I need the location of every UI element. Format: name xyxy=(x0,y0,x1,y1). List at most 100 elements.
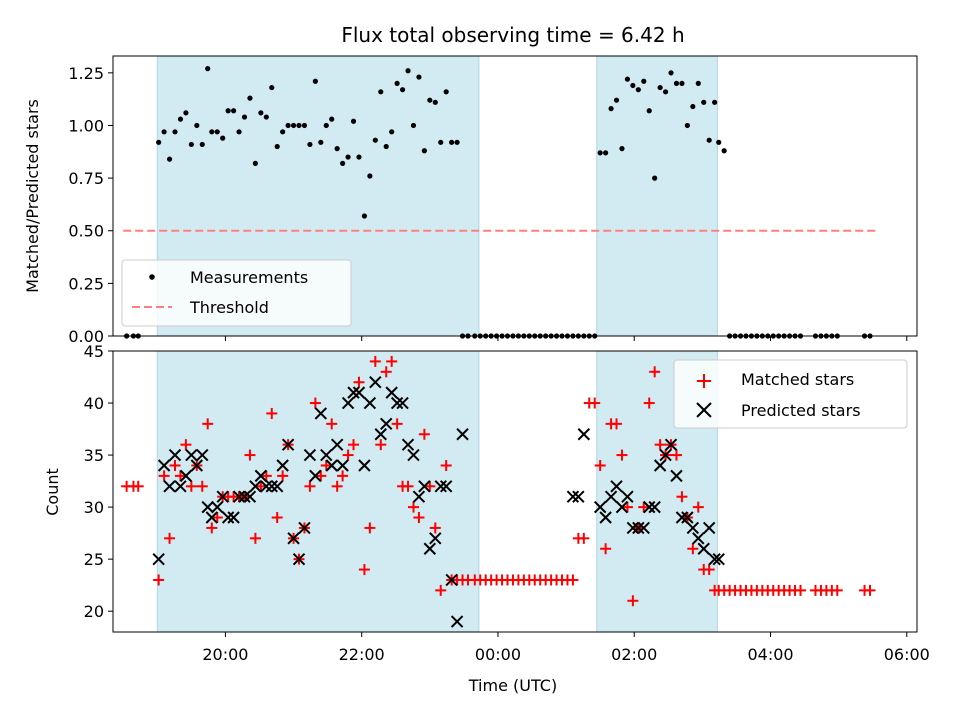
matched-star-point xyxy=(304,480,316,492)
matched-star-point xyxy=(158,470,170,482)
predicted-star-point xyxy=(566,490,580,503)
predicted-x-b xyxy=(637,521,650,535)
predicted-star-point xyxy=(190,459,204,472)
measurement-point xyxy=(716,139,722,145)
top-y-tick-label: 0.25 xyxy=(68,274,104,293)
measurement-point xyxy=(624,76,631,82)
predicted-x-b xyxy=(407,448,420,462)
top-legend: Measurements Threshold xyxy=(121,259,352,327)
predicted-x-b xyxy=(648,500,661,514)
predicted-x-b xyxy=(260,480,273,493)
matched-star-point xyxy=(638,501,650,513)
matched-star-point xyxy=(589,397,601,409)
predicted-x-b xyxy=(423,542,437,555)
measurement-point xyxy=(378,89,384,95)
measurement-point xyxy=(183,110,189,116)
top-y-tick-label: 1.00 xyxy=(68,116,104,135)
predicted-star-point xyxy=(659,448,672,462)
top-y-tick-label: 0.00 xyxy=(68,327,104,346)
measurement-point xyxy=(340,160,346,166)
predicted-x-b xyxy=(566,490,580,503)
top-panel: 0.00 0.25 0.50 0.75 1.00 1.25 Matched/Predict… xyxy=(23,55,918,346)
predicted-star-point xyxy=(196,448,209,462)
measurement-point xyxy=(166,156,173,162)
predicted-x-b xyxy=(303,448,317,462)
matched-star-point xyxy=(331,480,343,492)
matched-star-point xyxy=(703,564,715,576)
x-axis-label: Time (UTC) xyxy=(468,676,557,695)
predicted-x-b xyxy=(686,521,700,535)
measurement-point xyxy=(657,84,663,91)
matched-star-point xyxy=(342,449,354,461)
measurement-point xyxy=(231,108,237,114)
predicted-x-b xyxy=(276,459,289,472)
bottom-y-ticks: 20 25 30 35 40 45 xyxy=(84,342,113,621)
predicted-star-point xyxy=(157,459,171,472)
predicted-star-point xyxy=(232,490,246,503)
predicted-star-point xyxy=(211,500,224,514)
matched-star-point xyxy=(424,480,436,492)
predicted-star-point xyxy=(675,511,689,524)
matched-star-point xyxy=(337,470,349,482)
matched-star-point xyxy=(309,397,321,409)
predicted-x-b xyxy=(429,532,442,545)
matched-star-point xyxy=(670,449,682,461)
predicted-x-b xyxy=(445,573,458,587)
matched-star-point xyxy=(831,584,843,596)
predicted-star-point xyxy=(407,448,420,462)
bottom-legend-box xyxy=(673,359,908,429)
predicted-star-point xyxy=(227,511,240,524)
predicted-star-point xyxy=(626,521,640,535)
predicted-star-point xyxy=(281,438,295,451)
matched-star-point xyxy=(169,459,181,471)
predicted-x-b xyxy=(185,448,198,462)
matched-star-point xyxy=(413,512,425,524)
predicted-star-point xyxy=(643,500,656,514)
measurement-point xyxy=(597,150,603,156)
predicted-x-b xyxy=(385,386,398,399)
predicted-x-b xyxy=(610,480,623,493)
predicted-star-point xyxy=(336,459,349,472)
matched-star-point xyxy=(567,574,579,586)
measurement-point xyxy=(345,154,351,160)
matched-star-point xyxy=(260,470,272,482)
bottom-y-tick-label: 40 xyxy=(84,394,104,413)
matched-star-point xyxy=(407,501,419,513)
predicted-x-b xyxy=(314,407,328,420)
predicted-x-b xyxy=(412,490,426,503)
measurement-point xyxy=(209,129,215,135)
matched-star-point xyxy=(429,522,441,534)
matched-star-point xyxy=(244,449,256,461)
measurement-point xyxy=(410,122,417,129)
predicted-x-b xyxy=(341,396,355,410)
matched-star-point xyxy=(621,501,633,513)
predicted-x-b xyxy=(363,396,377,410)
predicted-x-b xyxy=(675,511,689,524)
predicted-x-b xyxy=(434,480,447,493)
legend-predicted-label: Predicted stars xyxy=(741,401,861,420)
predicted-star-point xyxy=(637,521,650,535)
bottom-y-tick-label: 45 xyxy=(84,342,104,361)
measurement-point xyxy=(188,141,194,148)
predicted-star-point xyxy=(238,490,251,503)
predicted-x-b xyxy=(681,511,694,524)
matched-star-point xyxy=(654,439,666,451)
measurement-point xyxy=(608,106,614,112)
top-y-tick-label: 0.50 xyxy=(68,222,104,241)
measurement-point xyxy=(156,139,162,145)
predicted-x-b xyxy=(702,521,716,535)
legend-matched-marker xyxy=(697,374,711,388)
star-count-points xyxy=(121,355,876,628)
measurement-point xyxy=(684,122,690,129)
matched-star-point xyxy=(649,366,661,378)
measurement-point xyxy=(252,160,259,166)
measurement-point xyxy=(416,74,422,80)
bottom-y-axis-label: Count xyxy=(43,468,62,516)
measurement-point xyxy=(427,97,433,103)
legend-measurement-marker xyxy=(149,274,155,280)
predicted-x-b xyxy=(697,542,710,555)
measurement-point xyxy=(706,137,712,143)
predicted-star-point xyxy=(412,490,426,503)
predicted-star-point xyxy=(363,396,377,410)
